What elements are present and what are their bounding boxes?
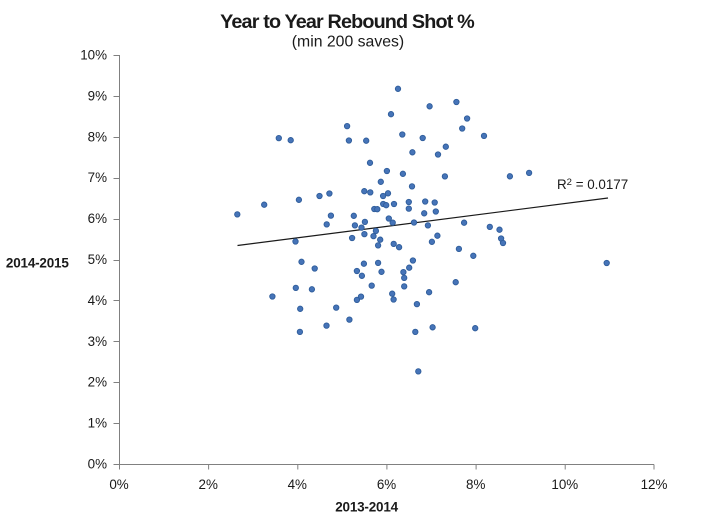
svg-text:6%: 6% — [377, 477, 396, 492]
svg-text:1%: 1% — [88, 416, 107, 431]
svg-text:2%: 2% — [199, 477, 218, 492]
svg-text:8%: 8% — [466, 477, 485, 492]
svg-text:2013-2014: 2013-2014 — [335, 500, 398, 515]
svg-text:9%: 9% — [88, 88, 107, 103]
svg-text:3%: 3% — [88, 334, 107, 349]
svg-text:R2 = 0.0177: R2 = 0.0177 — [557, 177, 628, 192]
svg-text:5%: 5% — [88, 252, 107, 267]
svg-text:12%: 12% — [641, 477, 668, 492]
svg-text:4%: 4% — [288, 477, 307, 492]
svg-text:10%: 10% — [551, 477, 578, 492]
svg-text:10%: 10% — [80, 48, 107, 63]
svg-text:7%: 7% — [88, 170, 107, 185]
svg-text:Year to Year Rebound Shot %: Year to Year Rebound Shot % — [220, 11, 475, 33]
svg-text:2014-2015: 2014-2015 — [6, 255, 69, 270]
svg-text:6%: 6% — [88, 211, 107, 226]
svg-text:8%: 8% — [88, 129, 107, 144]
svg-text:4%: 4% — [88, 293, 107, 308]
svg-text:(min 200 saves): (min 200 saves) — [292, 34, 404, 51]
svg-text:0%: 0% — [109, 477, 128, 492]
svg-text:0%: 0% — [88, 457, 107, 472]
svg-text:2%: 2% — [88, 375, 107, 390]
